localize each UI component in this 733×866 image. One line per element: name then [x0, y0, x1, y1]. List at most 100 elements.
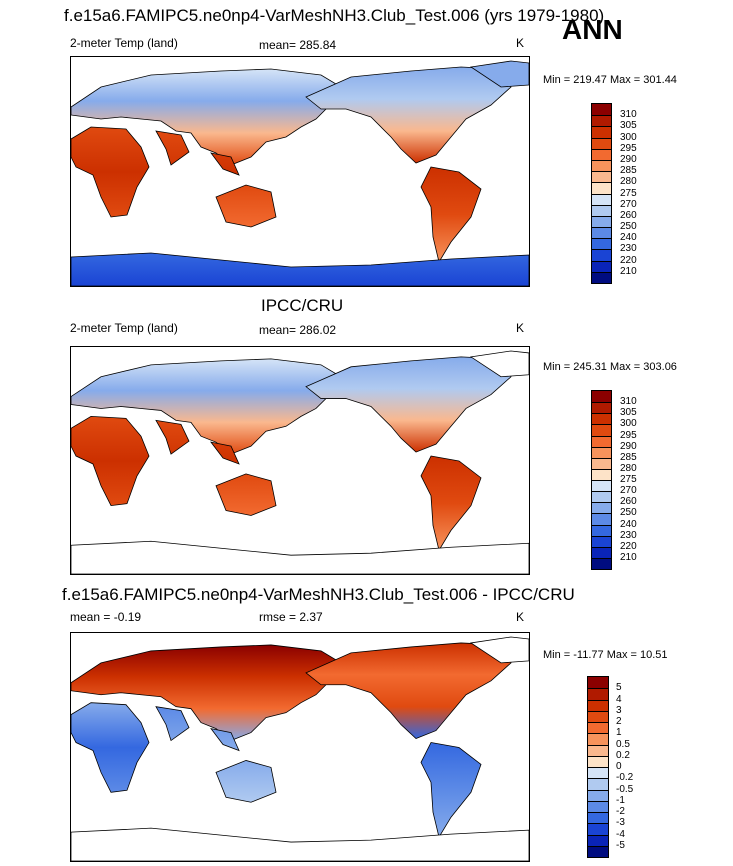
colorbar-model: 310 305 300 295 290 285 280 275 270 260 250 240 230 2… [591, 103, 637, 284]
season-label: ANN [562, 14, 623, 45]
colorbar-box [588, 733, 608, 745]
colorbar-box [588, 778, 608, 790]
panel-minmax-model: Min = 219.47 Max = 301.44 [543, 74, 677, 86]
colorbar-tick-label: 260 [620, 496, 637, 508]
colorbar-box [592, 546, 611, 558]
panel-units-model: K [516, 36, 525, 50]
colorbar-tick-label: 295 [620, 429, 637, 441]
colorbar-tick-label: -2 [616, 806, 625, 817]
colorbar-tick-label: 1 [616, 727, 622, 739]
colorbar-box [588, 755, 608, 767]
colorbar-box [592, 524, 611, 536]
map-model-tas [70, 56, 530, 287]
colorbar-box [592, 126, 611, 138]
colorbar-box [588, 767, 608, 779]
land-antarctica [71, 540, 529, 574]
panel-mean-obs: mean= 286.02 [259, 323, 337, 337]
colorbar-box [588, 688, 608, 700]
colorbar-box [588, 845, 608, 857]
colorbar-tick-label: -0.5 [616, 783, 634, 795]
colorbar-tick-label: 250 [620, 507, 637, 519]
colorbar-tick-label: 310 [620, 109, 637, 121]
colorbar-box [592, 227, 611, 239]
colorbar-tick-label: 2 [616, 716, 622, 727]
colorbar-box [592, 391, 611, 403]
colorbar-box [592, 491, 611, 503]
panel-mean-model: mean= 285.84 [259, 38, 337, 52]
land-africa [71, 702, 150, 793]
panel-mean-diff: mean = -0.19 [70, 610, 142, 624]
land-africa [71, 126, 150, 218]
colorbar-tick-label: -5 [616, 839, 625, 851]
colorbar-tick-label: -1 [616, 794, 625, 806]
map-obs-tas [70, 346, 530, 575]
colorbar-tick-label: 5 [616, 682, 622, 694]
panel-minmax-diff: Min = -11.77 Max = 10.51 [543, 649, 668, 661]
colorbar-diff: 5 4 3 2 1 0.5 0.2 0 -0.2 -0.5 -1 -2 -3 -4 -5 [587, 676, 633, 858]
colorbar-tick-label: 310 [620, 396, 637, 408]
colorbar-box [592, 424, 611, 436]
panel-rmse-diff: rmse = 2.37 [259, 610, 323, 624]
colorbar-tick-label: 270 [620, 485, 637, 497]
colorbar-tick-label: 305 [620, 120, 637, 132]
land-samerica [420, 455, 482, 552]
land-samerica [420, 742, 482, 839]
colorbar-box [592, 238, 611, 250]
land-antarctica [71, 252, 529, 286]
colorbar-box [588, 812, 608, 824]
colorbar-tick-label: 0.5 [616, 738, 630, 750]
colorbar-tick-label: 4 [616, 693, 622, 705]
colorbar-box [592, 148, 611, 160]
colorbar-tick-label: -4 [616, 828, 625, 840]
colorbar-tick-label: 285 [620, 165, 637, 177]
land-eurasia [71, 358, 342, 455]
colorbar-box [592, 535, 611, 547]
colorbar-box [588, 710, 608, 722]
land-namerica [305, 356, 512, 453]
colorbar-tick-label: 220 [620, 540, 637, 552]
colorbar-box [592, 215, 611, 228]
land-greenland [469, 636, 529, 664]
land-indiaSEA [155, 130, 240, 176]
colorbar-box [592, 435, 611, 447]
panel-title-diff: f.e15a6.FAMIPC5.ne0np4-VarMeshNH3.Club_T… [62, 585, 575, 604]
colorbar-box [592, 249, 611, 261]
colorbar-tick-label: 0.2 [616, 749, 630, 761]
colorbar-box [588, 722, 608, 734]
colorbar-box [592, 513, 611, 525]
colorbar-box [592, 260, 611, 272]
colorbar-box [592, 402, 611, 414]
colorbar-tick-label: 250 [620, 221, 637, 233]
colorbar-tick-label: 210 [620, 265, 637, 277]
land-australia [215, 473, 277, 516]
colorbar-tick-label: 285 [620, 451, 637, 463]
land-greenland [469, 60, 529, 88]
colorbar-box [588, 800, 608, 812]
land-australia [215, 184, 277, 228]
colorbar-box [588, 823, 608, 835]
colorbar-box [592, 446, 611, 458]
colorbar-box [592, 193, 611, 205]
map-diff-tas [70, 632, 530, 862]
colorbar-tick-label: 300 [620, 131, 637, 143]
colorbar-box [592, 137, 611, 149]
colorbar-box [592, 182, 611, 194]
colorbar-tick-label: 305 [620, 407, 637, 419]
colorbar-tick-label: 240 [620, 232, 637, 244]
colorbar-box [588, 744, 608, 756]
land-indiaSEA [155, 419, 240, 465]
land-samerica [420, 166, 482, 264]
panel-units-obs: K [516, 321, 525, 335]
colorbar-tick-label: 3 [616, 704, 622, 716]
colorbar-tick-label: 295 [620, 142, 637, 154]
panel-title-model: f.e15a6.FAMIPC5.ne0np4-VarMeshNH3.Club_T… [64, 6, 605, 25]
panel-left-label-model: 2-meter Temp (land) [70, 36, 178, 50]
colorbar-tick-label: 260 [620, 209, 637, 221]
land-indiaSEA [155, 706, 240, 752]
colorbar-box [592, 171, 611, 183]
colorbar-tick-label: 230 [620, 529, 637, 541]
colorbar-box [592, 557, 611, 569]
land-australia [215, 760, 277, 803]
colorbar-box [592, 480, 611, 492]
colorbar-box [592, 104, 611, 116]
